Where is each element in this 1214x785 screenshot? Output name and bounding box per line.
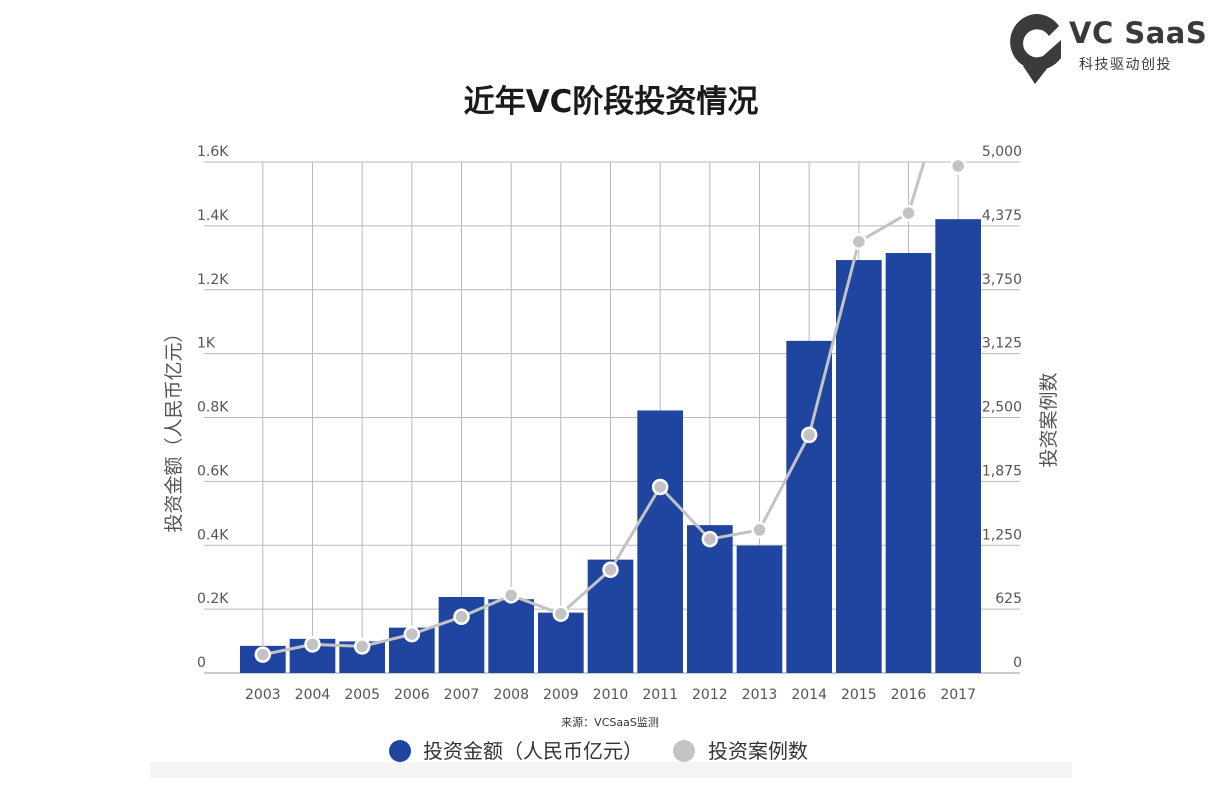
right-tick-label: 625 <box>995 591 1022 607</box>
point-2017 <box>949 157 967 175</box>
point-2012 <box>701 530 719 548</box>
x-tick-label: 2007 <box>444 687 480 703</box>
right-tick-label: 0 <box>1013 655 1022 671</box>
bottom-band <box>150 762 1072 778</box>
point-2004 <box>304 636 321 653</box>
point-2008 <box>502 587 520 604</box>
right-tick-label: 1,875 <box>982 463 1022 479</box>
bar-series <box>240 219 981 673</box>
point-2011 <box>651 478 669 496</box>
x-tick-label: 2012 <box>692 687 728 703</box>
legend-bar-swatch <box>389 740 411 762</box>
chart-title: 近年VC阶段投资情况 <box>464 84 759 120</box>
left-tick-label: 1.2K <box>197 272 229 288</box>
bar-2017 <box>935 219 981 673</box>
left-tick-label: 0 <box>197 655 206 671</box>
x-tick-label: 2010 <box>593 687 629 703</box>
point-2009 <box>552 605 570 622</box>
point-2005 <box>353 638 371 655</box>
x-tick-label: 2014 <box>791 687 827 703</box>
x-tick-label: 2003 <box>245 687 281 703</box>
point-2007 <box>453 608 470 626</box>
legend-line-swatch <box>673 740 695 762</box>
right-axis-ticks: 0 625 1,250 1,875 2,500 3,125 3,750 4,375 5,000 <box>982 144 1022 671</box>
point-2003 <box>254 646 272 663</box>
legend: 投资金额（人民币亿元） 投资案例数 <box>389 739 808 763</box>
right-tick-label: 2,500 <box>982 400 1022 416</box>
point-2016 <box>900 204 917 222</box>
bar-2008 <box>488 599 534 673</box>
x-tick-label: 2017 <box>940 687 976 703</box>
logo-name: VC SaaS <box>1069 16 1208 50</box>
right-tick-label: 1,250 <box>982 527 1022 543</box>
legend-bar-label: 投资金额（人民币亿元） <box>423 739 643 763</box>
right-tick-label: 5,000 <box>982 144 1022 160</box>
bar-2011 <box>637 410 683 673</box>
source-note: 来源：VCSaaS监测 <box>561 715 659 729</box>
logo-mark-icon <box>1010 13 1061 84</box>
line-series <box>254 157 967 663</box>
x-tick-label: 2013 <box>742 687 778 703</box>
x-tick-label: 2009 <box>543 687 579 703</box>
right-tick-label: 3,125 <box>982 336 1022 352</box>
left-tick-label: 0.2K <box>197 591 229 607</box>
right-axis-label: 投资案例数 <box>1038 372 1060 467</box>
bar-2014 <box>786 340 832 673</box>
bar-2009 <box>538 612 584 673</box>
x-axis-ticks: 2003 2004 2005 2006 2007 2008 2009 2010 2011 2012… <box>245 687 976 703</box>
point-2015 <box>850 233 868 250</box>
logo-slogan: 科技驱动创投 <box>1079 57 1172 73</box>
right-tick-label: 4,375 <box>982 208 1022 224</box>
left-tick-label: 0.6K <box>197 463 229 479</box>
left-tick-label: 1.6K <box>197 144 229 160</box>
point-2013 <box>751 521 768 539</box>
left-tick-label: 1.4K <box>197 208 229 224</box>
left-tick-label: 0.8K <box>197 400 229 416</box>
left-axis-label: 投资金额（人民币亿元） <box>163 323 185 532</box>
vcsaas-logo: VC SaaS 科技驱动创投 <box>1003 10 1207 90</box>
point-2006 <box>403 625 421 643</box>
left-axis-ticks: 0 0.2K 0.4K 0.6K 0.8K 1K 1.2K 1.4K 1.6K <box>197 144 229 671</box>
bar-2015 <box>836 260 882 673</box>
bar-2010 <box>587 559 634 673</box>
bar-2016 <box>885 253 932 673</box>
x-tick-label: 2016 <box>891 687 927 703</box>
left-tick-label: 0.4K <box>197 527 229 543</box>
bar-2013 <box>736 545 783 673</box>
right-tick-label: 3,750 <box>982 272 1022 288</box>
left-tick-label: 1K <box>197 336 216 352</box>
bar-2012 <box>687 525 733 673</box>
x-tick-label: 2015 <box>841 687 877 703</box>
point-2010 <box>602 561 619 579</box>
x-tick-label: 2004 <box>295 687 331 703</box>
x-tick-label: 2006 <box>394 687 430 703</box>
point-2014 <box>800 426 818 444</box>
x-tick-label: 2005 <box>344 687 380 703</box>
x-tick-label: 2011 <box>642 687 678 703</box>
legend-line-label: 投资案例数 <box>708 739 808 763</box>
x-tick-label: 2008 <box>493 687 529 703</box>
